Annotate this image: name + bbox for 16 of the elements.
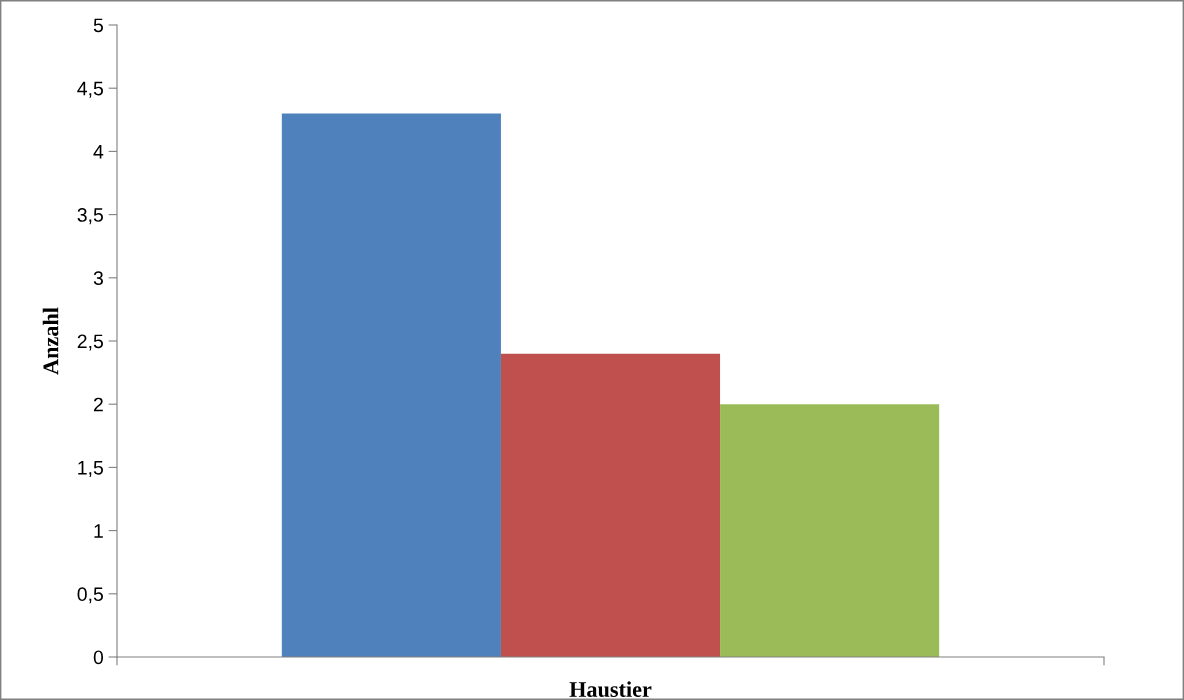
- y-tick-label: 3: [93, 271, 103, 286]
- y-tick-label: 1,5: [78, 461, 103, 477]
- bar: [500, 353, 721, 657]
- y-tick-label: 2,5: [77, 334, 103, 351]
- y-axis-title: Anzahl: [42, 307, 59, 375]
- y-tick-label: 4: [93, 145, 104, 159]
- y-tick-label: 3,5: [77, 208, 103, 225]
- y-tick-label: 0,5: [77, 587, 103, 604]
- bar: [281, 113, 501, 657]
- bar: [720, 404, 940, 657]
- y-tick-label: 0: [93, 650, 104, 665]
- y-tick-label: 4,5: [77, 81, 103, 98]
- y-tick-label: 2: [93, 397, 103, 412]
- x-axis-title: Haustier: [569, 681, 652, 697]
- y-tick-label: 5: [93, 18, 103, 33]
- y-tick-label: 1: [94, 524, 103, 538]
